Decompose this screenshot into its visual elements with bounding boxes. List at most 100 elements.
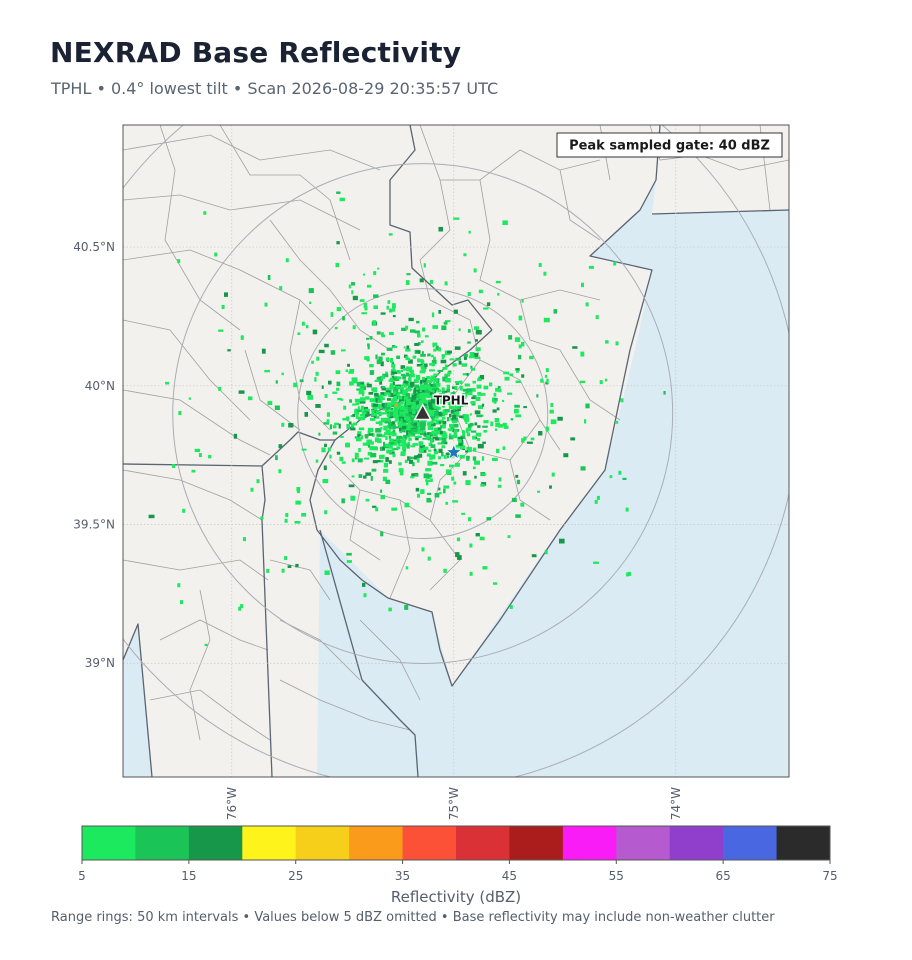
echo-gate bbox=[267, 400, 273, 405]
echo-gate bbox=[284, 556, 288, 561]
echo-gate bbox=[453, 431, 457, 437]
echo-gate bbox=[380, 361, 384, 367]
echo-gate bbox=[445, 501, 449, 505]
echo-gate bbox=[405, 566, 409, 570]
echo-gate bbox=[441, 403, 446, 408]
echo-gate bbox=[395, 414, 400, 420]
echo-gate bbox=[387, 410, 390, 415]
echo-gate bbox=[400, 419, 406, 424]
echo-gate bbox=[462, 403, 468, 406]
echo-gate bbox=[437, 369, 443, 372]
echo-gate bbox=[406, 401, 411, 406]
echo-gate bbox=[431, 402, 437, 406]
echo-gate bbox=[370, 476, 373, 481]
echo-gate bbox=[178, 411, 182, 415]
echo-gate bbox=[357, 458, 363, 463]
echo-gate bbox=[221, 305, 225, 309]
echo-gate bbox=[409, 373, 415, 378]
echo-gate bbox=[461, 415, 467, 419]
echo-gate bbox=[410, 369, 414, 375]
echo-gate bbox=[467, 423, 472, 428]
echo-gate bbox=[389, 383, 394, 388]
echo-gate bbox=[363, 475, 367, 479]
echo-gate bbox=[356, 410, 362, 413]
echo-gate bbox=[380, 376, 384, 382]
echo-gate bbox=[416, 391, 422, 394]
colorbar-bin bbox=[82, 826, 136, 860]
echo-gate bbox=[420, 360, 425, 365]
colorbar-bin bbox=[242, 826, 297, 860]
echo-gate bbox=[400, 386, 404, 390]
echo-gate bbox=[336, 241, 340, 245]
echo-gate bbox=[443, 378, 447, 382]
echo-gate bbox=[412, 425, 416, 429]
echo-gate bbox=[329, 454, 332, 459]
echo-gate bbox=[406, 444, 410, 449]
echo-gate bbox=[402, 392, 408, 396]
echo-gate bbox=[419, 400, 424, 405]
echo-gate bbox=[297, 332, 301, 335]
echo-gate bbox=[419, 432, 425, 435]
echo-gate bbox=[365, 434, 369, 439]
echo-gate bbox=[408, 437, 412, 441]
echo-gate bbox=[415, 437, 419, 441]
colorbar-tick-label: 65 bbox=[716, 869, 731, 883]
echo-gate bbox=[386, 432, 392, 436]
echo-gate bbox=[563, 453, 569, 458]
colorbar-tick-label: 25 bbox=[288, 869, 303, 883]
echo-gate bbox=[409, 407, 414, 412]
echo-gate bbox=[468, 391, 473, 396]
echo-gate bbox=[509, 373, 513, 377]
echo-gate bbox=[492, 457, 498, 461]
echo-gate bbox=[321, 447, 326, 453]
echo-gate bbox=[404, 404, 408, 408]
echo-gate bbox=[498, 388, 502, 393]
echo-gate bbox=[479, 536, 485, 541]
echo-gate bbox=[295, 563, 299, 568]
echo-gate bbox=[385, 417, 390, 422]
echo-gate bbox=[428, 449, 432, 452]
echo-gate bbox=[443, 454, 447, 459]
echo-gate bbox=[511, 497, 517, 502]
echo-gate bbox=[400, 400, 404, 404]
echo-gate bbox=[417, 358, 420, 363]
echo-gate bbox=[369, 336, 373, 340]
echo-gate bbox=[455, 444, 461, 448]
echo-gate bbox=[386, 305, 389, 310]
echo-gate bbox=[402, 374, 407, 380]
echo-gate bbox=[457, 396, 462, 400]
echo-gate bbox=[470, 367, 476, 371]
echo-gate bbox=[399, 470, 404, 476]
echo-gate bbox=[419, 421, 426, 426]
echo-gate bbox=[318, 349, 325, 354]
echo-gate bbox=[386, 358, 390, 362]
echo-gate bbox=[419, 392, 424, 397]
echo-gate bbox=[396, 355, 400, 359]
echo-gate bbox=[408, 317, 414, 322]
echo-gate bbox=[409, 381, 415, 387]
echo-gate bbox=[404, 604, 409, 610]
echo-gate bbox=[419, 278, 424, 283]
echo-gate bbox=[475, 329, 482, 335]
echo-gate bbox=[421, 547, 425, 552]
echo-gate bbox=[536, 394, 539, 398]
echo-gate bbox=[474, 436, 478, 440]
echo-gate bbox=[314, 377, 317, 382]
echo-gate bbox=[281, 372, 284, 376]
echo-gate bbox=[385, 457, 389, 462]
echo-gate bbox=[520, 503, 525, 507]
echo-gate bbox=[404, 420, 407, 425]
echo-gate bbox=[509, 605, 513, 609]
echo-gate bbox=[408, 359, 413, 364]
echo-gate bbox=[503, 371, 510, 375]
echo-gate bbox=[406, 345, 410, 349]
echo-gate bbox=[387, 402, 392, 405]
echo-gate bbox=[439, 411, 444, 414]
echo-gate bbox=[413, 399, 416, 404]
echo-gate bbox=[391, 432, 397, 437]
echo-gate bbox=[392, 429, 396, 433]
echo-gate bbox=[428, 399, 431, 403]
echo-gate bbox=[483, 420, 489, 424]
echo-gate bbox=[454, 346, 461, 350]
echo-gate bbox=[417, 359, 424, 362]
